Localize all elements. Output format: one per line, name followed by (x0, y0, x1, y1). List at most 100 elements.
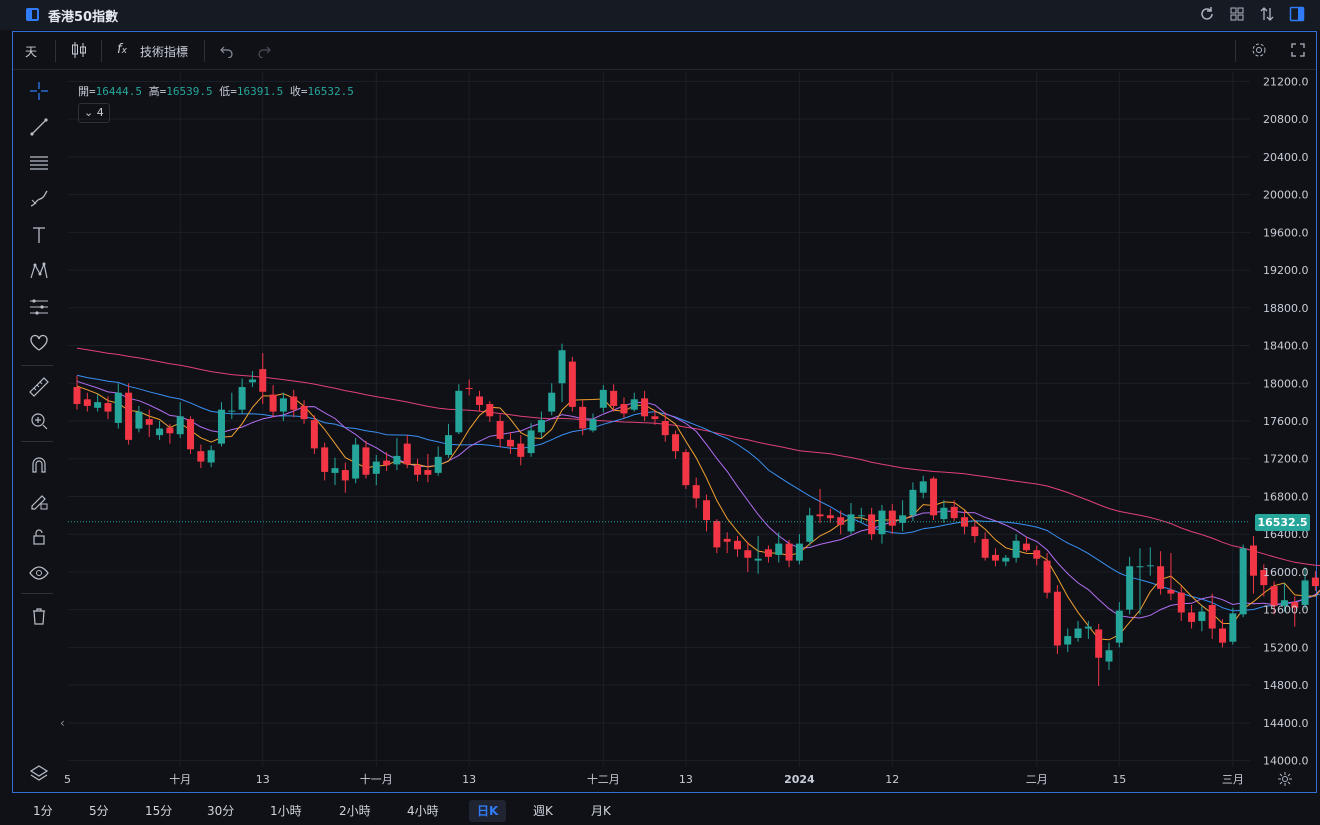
sort-arrows-icon[interactable] (1258, 6, 1276, 24)
interval-1[interactable]: 5分 (89, 804, 109, 818)
x-tick-label: 十一月 (360, 772, 393, 786)
candle-body (1311, 577, 1319, 587)
zoom-in-icon[interactable] (28, 410, 50, 432)
candlestick-type-icon[interactable] (71, 41, 87, 63)
candle-body (630, 399, 638, 410)
candle-body (971, 526, 979, 537)
settings-gear-icon[interactable] (1251, 42, 1267, 62)
horizontal-lines-icon[interactable] (28, 152, 50, 174)
candle-body (826, 515, 834, 519)
collapse-arrow-icon[interactable]: ‹ (60, 716, 65, 730)
candle-body (145, 419, 153, 425)
candle-body (1229, 613, 1237, 642)
interval-6[interactable]: 4小時 (407, 804, 439, 818)
trend-line-icon[interactable] (28, 116, 50, 138)
candle-body (1022, 543, 1030, 551)
candle-body (1291, 602, 1299, 608)
candle-body (1105, 650, 1113, 662)
candle-body (568, 361, 576, 407)
sidebar-toggle-icon[interactable] (26, 8, 39, 21)
candle-body (248, 379, 256, 383)
pattern-icon[interactable] (28, 260, 50, 282)
axis-settings-icon[interactable] (1277, 771, 1293, 791)
y-tick-label: 16400.0 (1263, 528, 1309, 541)
candle-body (1012, 540, 1020, 558)
x-tick-label: 三月 (1222, 773, 1244, 786)
drawing-toolbar (13, 71, 59, 791)
candle-body (1301, 580, 1309, 605)
candle-body (1115, 610, 1123, 643)
ma5-line (76, 385, 1320, 641)
y-tick-label: 15200.0 (1263, 641, 1309, 654)
interval-9[interactable]: 月K (591, 804, 611, 818)
candle-body (1177, 592, 1185, 613)
candle-body (197, 451, 205, 462)
y-tick-label: 17200.0 (1263, 453, 1309, 466)
panel-toggle-icon[interactable] (1288, 6, 1306, 24)
candle-body (744, 550, 752, 558)
chart-toolbar: 天 fx 技術指標 (13, 32, 1316, 70)
redo-icon[interactable] (257, 43, 271, 62)
lock-drawing-icon[interactable] (28, 490, 50, 512)
candle-body (403, 443, 411, 465)
indicator-toggle-button[interactable]: ⌄ 4 (78, 103, 110, 123)
lock-icon[interactable] (28, 526, 50, 548)
candle-body (961, 517, 969, 527)
interval-7[interactable]: 日K (469, 800, 507, 822)
candle-body (981, 538, 989, 558)
candle-body (641, 398, 649, 417)
interval-5[interactable]: 2小時 (339, 804, 371, 818)
interval-4[interactable]: 1小時 (270, 804, 302, 818)
interval-8[interactable]: 週K (533, 804, 553, 818)
candle-body (672, 434, 680, 452)
candle-body (393, 455, 401, 465)
visibility-eye-icon[interactable] (28, 562, 50, 584)
candle-body (661, 421, 669, 436)
candle-body (1208, 604, 1216, 629)
candle-body (156, 428, 164, 436)
candle-body (496, 421, 504, 439)
magnet-icon[interactable] (28, 454, 50, 476)
layers-icon[interactable] (28, 763, 50, 785)
candle-body (187, 419, 195, 450)
low-label: 低= (219, 85, 237, 98)
candle-body (228, 410, 236, 412)
candle-body (1219, 628, 1227, 643)
candle-body (909, 489, 917, 516)
ruler-icon[interactable] (28, 376, 50, 398)
period-selector[interactable]: 天 (25, 45, 38, 59)
candle-body (1167, 589, 1175, 594)
fib-levels-icon[interactable] (28, 296, 50, 318)
window-title: 香港50指數 (48, 10, 119, 25)
close-value: 16532.5 (307, 85, 354, 98)
interval-3[interactable]: 30分 (207, 804, 235, 818)
indicators-icon[interactable]: fx (117, 42, 127, 57)
candle-body (806, 515, 814, 542)
candle-body (465, 387, 473, 389)
candle-body (475, 396, 483, 405)
candle-body (176, 416, 184, 435)
trash-icon[interactable] (28, 605, 50, 627)
interval-2[interactable]: 15分 (145, 804, 173, 818)
interval-0[interactable]: 1分 (33, 804, 53, 818)
layout-grid-icon[interactable] (1228, 6, 1246, 24)
y-tick-label: 21200.0 (1263, 75, 1309, 88)
candle-body (610, 390, 618, 406)
favorite-heart-icon[interactable] (28, 332, 50, 354)
candle-body (135, 411, 143, 429)
high-value: 16539.5 (166, 85, 213, 98)
text-tool-icon[interactable] (28, 224, 50, 246)
refresh-icon[interactable] (1198, 6, 1216, 24)
candle-body (362, 447, 370, 475)
candle-body (1136, 566, 1144, 568)
candle-body (857, 515, 865, 517)
candle-body (764, 549, 772, 557)
undo-icon[interactable] (220, 43, 234, 62)
indicators-button[interactable]: 技術指標 (140, 45, 189, 59)
fullscreen-icon[interactable] (1290, 42, 1306, 62)
candle-body (692, 485, 700, 499)
brush-icon[interactable] (28, 188, 50, 210)
crosshair-icon[interactable] (28, 80, 50, 102)
last-price-tag: 16532.5 (1255, 513, 1310, 531)
